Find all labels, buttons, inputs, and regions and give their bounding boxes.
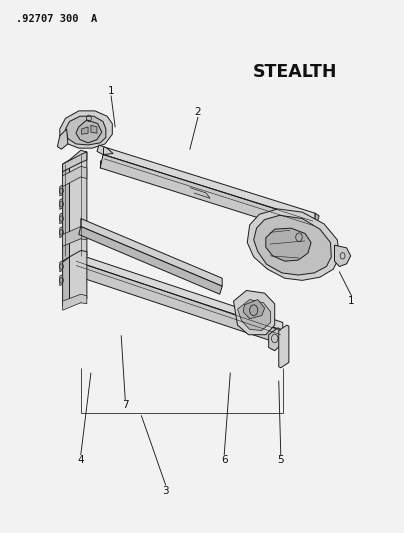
Polygon shape (247, 209, 339, 280)
Text: 1: 1 (108, 86, 114, 95)
Polygon shape (60, 274, 63, 286)
Polygon shape (311, 213, 319, 235)
Polygon shape (279, 325, 289, 368)
Polygon shape (103, 147, 315, 221)
Polygon shape (60, 198, 63, 209)
Polygon shape (269, 328, 282, 351)
Text: .92707 300  A: .92707 300 A (16, 14, 97, 23)
Polygon shape (75, 253, 283, 330)
Polygon shape (65, 116, 106, 145)
Polygon shape (69, 251, 87, 303)
Polygon shape (63, 294, 87, 310)
Text: 2: 2 (195, 107, 201, 117)
Polygon shape (81, 219, 222, 286)
Polygon shape (63, 257, 69, 306)
Polygon shape (57, 129, 68, 149)
Text: 5: 5 (278, 455, 284, 465)
Text: 4: 4 (78, 455, 84, 465)
Polygon shape (63, 227, 87, 246)
Polygon shape (60, 111, 112, 148)
Polygon shape (69, 150, 87, 259)
Polygon shape (266, 228, 311, 261)
Text: 3: 3 (162, 487, 169, 496)
Text: 6: 6 (221, 455, 227, 465)
Polygon shape (91, 125, 97, 133)
Polygon shape (60, 227, 63, 238)
Text: 1: 1 (348, 296, 355, 306)
Text: STEALTH: STEALTH (252, 63, 337, 81)
Polygon shape (243, 300, 265, 319)
Polygon shape (82, 127, 88, 134)
Polygon shape (63, 166, 87, 187)
Polygon shape (234, 290, 275, 335)
Polygon shape (60, 213, 63, 224)
Polygon shape (76, 120, 102, 143)
Polygon shape (254, 215, 331, 275)
Polygon shape (79, 227, 222, 294)
Polygon shape (63, 160, 69, 261)
Text: 7: 7 (122, 400, 128, 410)
Polygon shape (335, 245, 351, 266)
Polygon shape (60, 185, 63, 196)
Polygon shape (100, 155, 315, 235)
Polygon shape (238, 300, 271, 330)
Polygon shape (72, 261, 283, 344)
Polygon shape (60, 261, 63, 272)
Polygon shape (63, 152, 87, 172)
Polygon shape (97, 145, 113, 155)
